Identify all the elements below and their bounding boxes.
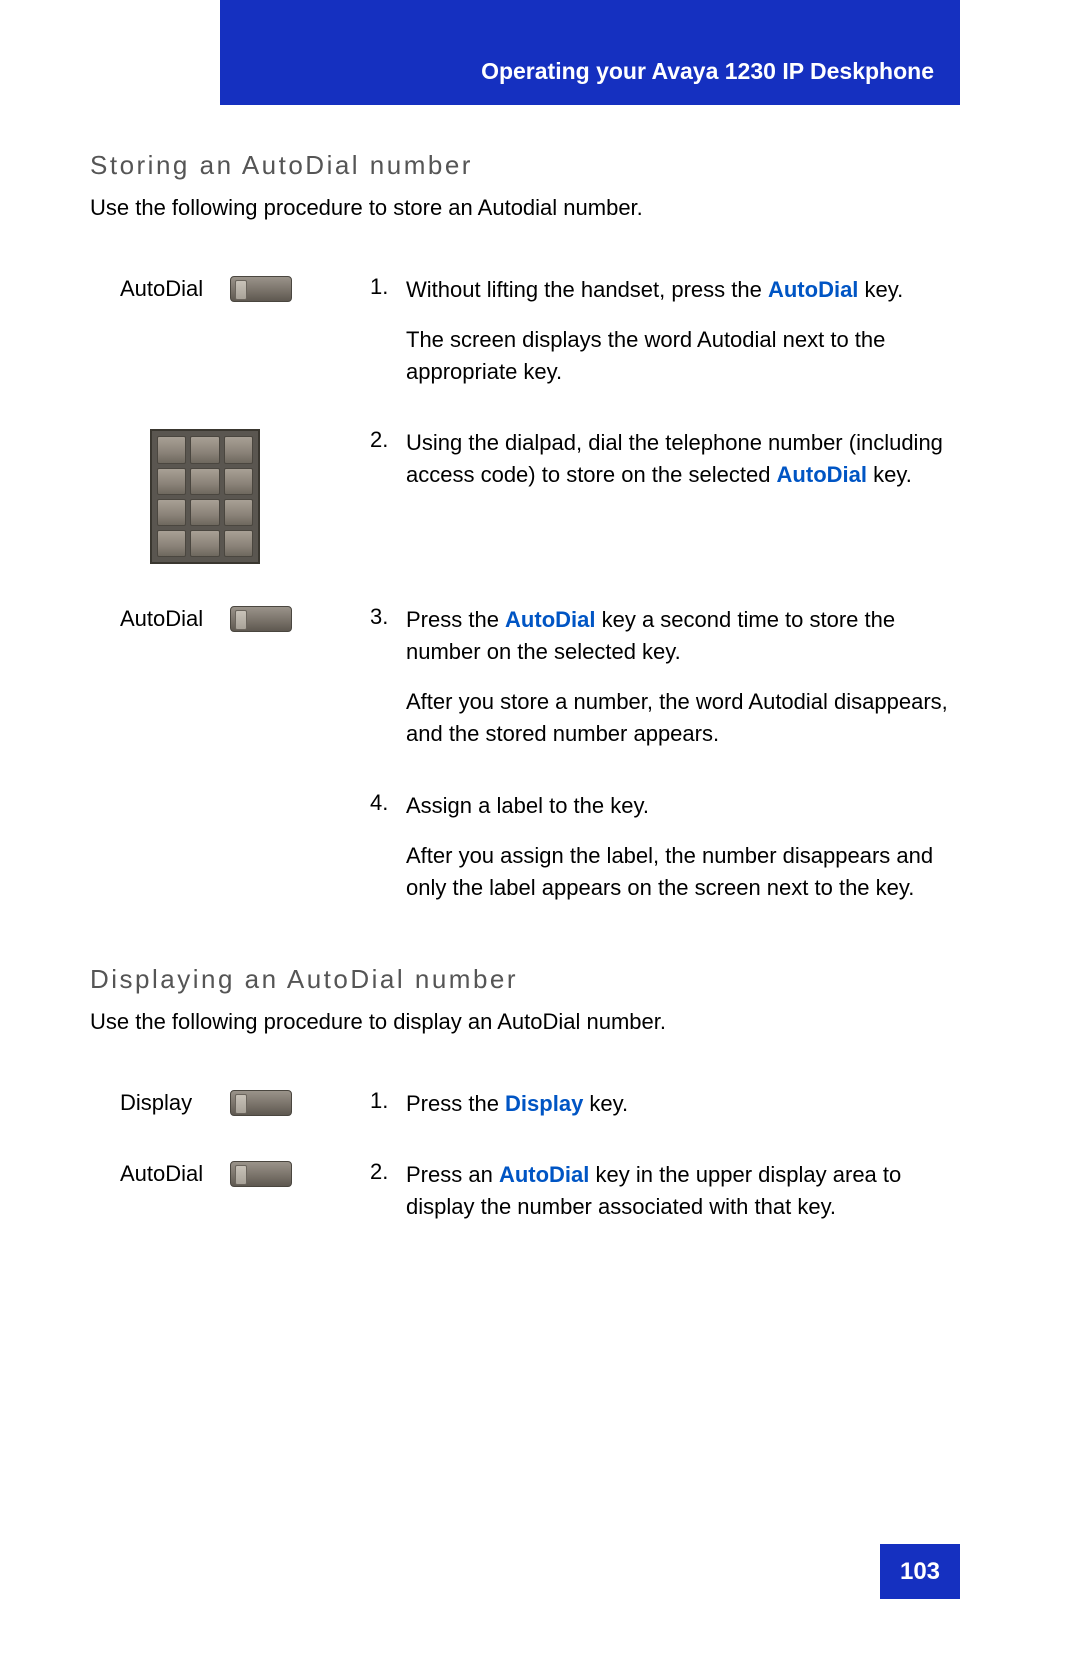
link-word: Display [505, 1091, 583, 1116]
step-row: Display 1. Press the Display key. [90, 1088, 960, 1120]
dialpad-key [224, 436, 253, 463]
text-run: Without lifting the handset, press the [406, 277, 768, 302]
page-header: Operating your Avaya 1230 IP Deskphone [220, 0, 960, 105]
step-row: AutoDial 1. Without lifting the handset,… [90, 274, 960, 388]
text-run: Press the [406, 607, 505, 632]
softkey-icon [230, 276, 292, 302]
step-number: 2. [370, 1159, 406, 1185]
section2-title: Displaying an AutoDial number [90, 964, 960, 995]
section2-intro: Use the following procedure to display a… [90, 1007, 960, 1038]
text-column: 3. Press the AutoDial key a second time … [370, 604, 960, 750]
step-row: AutoDial 3. Press the AutoDial key a sec… [90, 604, 960, 750]
step-body: Press the Display key. [406, 1088, 628, 1120]
text-run: key. [867, 462, 912, 487]
step-paragraph: Assign a label to the key. [406, 790, 960, 822]
link-word: AutoDial [777, 462, 867, 487]
icon-label: AutoDial [90, 1161, 220, 1187]
softkey-icon [230, 1090, 292, 1116]
header-title: Operating your Avaya 1230 IP Deskphone [481, 58, 934, 85]
step-paragraph: Press the AutoDial key a second time to … [406, 604, 960, 668]
page-content: Storing an AutoDial number Use the follo… [90, 150, 960, 1263]
icon-column: AutoDial [90, 604, 370, 632]
step-paragraph: Press the Display key. [406, 1088, 628, 1120]
dialpad-icon [150, 429, 260, 564]
dialpad-key [157, 530, 186, 557]
section1-title: Storing an AutoDial number [90, 150, 960, 181]
step-number: 3. [370, 604, 406, 630]
text-column: 2. Using the dialpad, dial the telephone… [370, 427, 960, 491]
icon-column [90, 790, 370, 792]
icon-column: AutoDial [90, 1159, 370, 1187]
text-column: 4. Assign a label to the key. After you … [370, 790, 960, 904]
dialpad-key [190, 468, 219, 495]
text-column: 2. Press an AutoDial key in the upper di… [370, 1159, 960, 1223]
dialpad-key [190, 530, 219, 557]
icon-label: AutoDial [90, 606, 220, 632]
text-run: Press the [406, 1091, 505, 1116]
softkey-icon [230, 606, 292, 632]
step-row: 2. Using the dialpad, dial the telephone… [90, 427, 960, 564]
section2: Displaying an AutoDial number Use the fo… [90, 964, 960, 1223]
step-paragraph: After you assign the label, the number d… [406, 840, 960, 904]
step-body: Without lifting the handset, press the A… [406, 274, 960, 388]
step-row: AutoDial 2. Press an AutoDial key in the… [90, 1159, 960, 1223]
icon-label: Display [90, 1090, 220, 1116]
dialpad-key [157, 468, 186, 495]
dialpad-key [224, 499, 253, 526]
step-body: Using the dialpad, dial the telephone nu… [406, 427, 960, 491]
link-word: AutoDial [505, 607, 595, 632]
icon-column [90, 427, 370, 564]
step-body: Press the AutoDial key a second time to … [406, 604, 960, 750]
step-body: Press an AutoDial key in the upper displ… [406, 1159, 960, 1223]
step-paragraph: Using the dialpad, dial the telephone nu… [406, 427, 960, 491]
text-column: 1. Press the Display key. [370, 1088, 960, 1120]
step-paragraph: The screen displays the word Autodial ne… [406, 324, 960, 388]
text-column: 1. Without lifting the handset, press th… [370, 274, 960, 388]
dialpad-key [157, 436, 186, 463]
icon-column: Display [90, 1088, 370, 1116]
dialpad-key [157, 499, 186, 526]
step-number: 4. [370, 790, 406, 816]
step-paragraph: Without lifting the handset, press the A… [406, 274, 960, 306]
step-paragraph: After you store a number, the word Autod… [406, 686, 960, 750]
step-number: 1. [370, 274, 406, 300]
icon-label: AutoDial [90, 276, 220, 302]
link-word: AutoDial [768, 277, 858, 302]
text-run: Press an [406, 1162, 499, 1187]
dialpad-key [190, 499, 219, 526]
dialpad-key [190, 436, 219, 463]
step-number: 2. [370, 427, 406, 453]
link-word: AutoDial [499, 1162, 589, 1187]
step-row: 4. Assign a label to the key. After you … [90, 790, 960, 904]
softkey-icon [230, 1161, 292, 1187]
step-body: Assign a label to the key. After you ass… [406, 790, 960, 904]
step-paragraph: Press an AutoDial key in the upper displ… [406, 1159, 960, 1223]
page-number: 103 [880, 1544, 960, 1599]
dialpad-key [224, 530, 253, 557]
section1-intro: Use the following procedure to store an … [90, 193, 960, 224]
text-run: key. [583, 1091, 628, 1116]
step-number: 1. [370, 1088, 406, 1114]
icon-column: AutoDial [90, 274, 370, 302]
dialpad-key [224, 468, 253, 495]
text-run: key. [858, 277, 903, 302]
